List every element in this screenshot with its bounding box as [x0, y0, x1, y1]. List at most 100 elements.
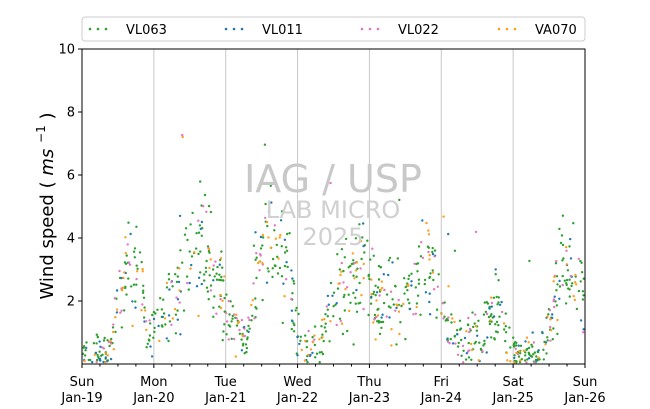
data-point: [154, 312, 157, 315]
data-point: [161, 325, 164, 328]
data-point: [142, 316, 146, 319]
data-point: [468, 349, 471, 352]
data-point: [99, 345, 102, 348]
data-point: [248, 327, 251, 330]
data-point: [504, 312, 507, 315]
data-point: [222, 279, 225, 282]
data-point: [171, 285, 174, 288]
data-point: [261, 262, 264, 265]
data-point: [129, 232, 132, 236]
data-point: [573, 298, 576, 302]
data-point: [124, 262, 128, 265]
data-point: [96, 353, 99, 357]
data-point: [215, 312, 218, 315]
data-point: [354, 296, 357, 299]
data-point: [197, 252, 200, 256]
data-point: [133, 247, 137, 250]
data-point: [453, 334, 457, 338]
data-point: [553, 275, 556, 279]
data-point: [284, 246, 288, 249]
data-point: [527, 357, 531, 360]
data-point: [514, 347, 517, 350]
data-point: [512, 345, 516, 348]
data-point: [320, 318, 324, 321]
y-tick-label-1: 4: [67, 232, 75, 247]
data-point: [498, 303, 502, 306]
data-point: [235, 317, 238, 320]
data-point: [525, 336, 529, 339]
data-point: [218, 273, 221, 276]
data-point: [408, 274, 411, 277]
data-point: [456, 353, 460, 356]
series-VL022: [95, 133, 585, 364]
data-point: [446, 337, 449, 340]
data-point: [291, 277, 294, 280]
x-tick-day-2: Tue: [214, 375, 237, 390]
data-point: [104, 352, 107, 355]
data-point: [136, 267, 139, 270]
data-point: [195, 247, 198, 250]
data-point: [497, 279, 500, 282]
data-point: [232, 337, 236, 341]
data-point: [109, 357, 113, 361]
data-point: [186, 281, 189, 285]
data-point: [558, 279, 561, 283]
data-point: [574, 281, 577, 284]
data-point: [176, 275, 179, 278]
data-point: [544, 341, 548, 344]
data-point: [427, 229, 430, 232]
data-point: [453, 249, 457, 252]
data-point: [437, 273, 440, 276]
data-point: [114, 330, 117, 334]
data-point: [95, 333, 99, 336]
data-point: [318, 361, 321, 364]
data-point: [473, 322, 476, 325]
data-point: [313, 343, 317, 347]
data-point: [524, 340, 527, 343]
y-tick-label-4: 10: [58, 43, 75, 58]
data-point: [556, 332, 559, 336]
data-point: [574, 273, 577, 277]
data-point: [375, 315, 378, 319]
data-point: [529, 354, 532, 357]
data-point: [374, 294, 377, 297]
data-point: [428, 275, 432, 279]
data-point: [382, 301, 386, 305]
data-point: [420, 241, 423, 244]
data-point: [577, 257, 580, 261]
data-point: [490, 305, 493, 308]
data-point: [569, 274, 572, 278]
legend-marker: [513, 27, 517, 31]
data-point: [436, 285, 439, 288]
data-point: [477, 319, 480, 322]
data-point: [238, 332, 242, 335]
data-point: [100, 354, 103, 357]
data-point: [337, 282, 340, 285]
data-point: [440, 312, 443, 316]
data-point: [417, 245, 421, 248]
data-point: [204, 270, 208, 273]
data-point: [109, 339, 112, 343]
data-point: [469, 342, 473, 346]
data-point: [146, 342, 149, 345]
data-point: [157, 324, 160, 328]
data-point: [393, 284, 397, 288]
data-point: [149, 345, 152, 348]
data-point: [125, 254, 128, 257]
data-point: [362, 277, 365, 280]
data-point: [467, 356, 471, 359]
data-point: [433, 255, 436, 258]
data-point: [555, 259, 558, 263]
data-point: [263, 143, 267, 146]
data-point: [313, 334, 316, 337]
data-point: [502, 322, 506, 325]
data-point: [487, 315, 491, 319]
data-point: [164, 323, 167, 326]
data-point: [340, 261, 343, 265]
data-point: [145, 328, 148, 332]
data-point: [176, 318, 179, 321]
data-point: [340, 322, 344, 325]
data-point: [255, 307, 258, 310]
data-point: [427, 233, 431, 236]
data-point: [382, 273, 385, 276]
